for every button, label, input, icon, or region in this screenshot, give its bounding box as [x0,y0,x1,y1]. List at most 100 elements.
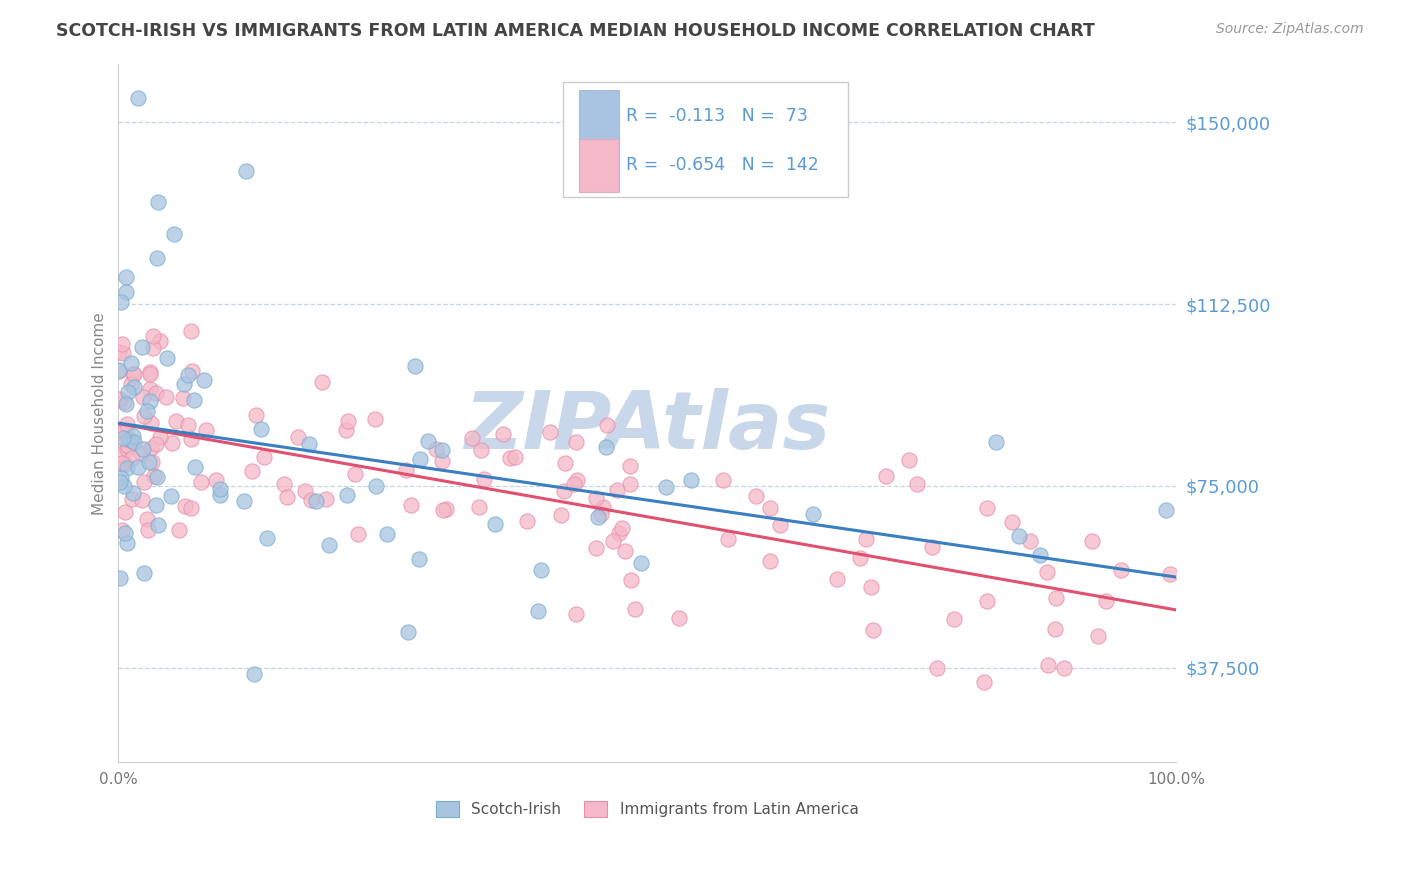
Point [136,523,159,537]
Point [134,475,156,490]
Point [134,566,156,580]
Point [1035,565,1057,579]
Legend: Scotch-Irish, Immigrants from Latin America: Scotch-Irish, Immigrants from Latin Amer… [429,793,866,824]
Point [139,382,162,396]
Point [606,483,628,497]
Point [396,624,419,639]
Point [139,367,162,381]
Point [305,494,328,508]
Point [859,580,882,594]
Point [1019,534,1042,549]
Point [897,453,920,467]
Point [769,517,792,532]
Point [586,510,609,524]
Point [156,351,179,365]
Point [235,163,257,178]
Point [205,473,228,487]
Point [233,493,256,508]
Point [110,571,132,585]
Point [148,194,170,209]
Point [122,435,145,450]
Text: ZIPAtlas: ZIPAtlas [464,388,831,467]
Point [180,324,202,338]
Point [585,491,607,506]
Point [425,442,447,456]
Point [115,417,138,431]
Point [163,227,186,241]
Point [112,423,135,437]
Point [623,602,645,616]
Y-axis label: Median Household Income: Median Household Income [93,312,107,515]
Point [430,454,453,468]
Point [190,475,212,490]
Point [612,521,634,535]
Point [145,437,167,451]
Point [250,422,273,436]
Point [111,456,134,470]
Point [146,517,169,532]
Point [343,467,366,482]
Point [336,414,359,428]
Point [117,439,139,453]
Point [484,516,506,531]
Point [142,329,165,343]
Point [492,426,515,441]
Point [567,473,589,487]
Point [141,455,163,469]
Point [717,532,740,546]
Point [499,450,522,465]
Point [127,460,149,475]
Point [849,550,872,565]
Point [108,475,131,489]
Point [1008,529,1031,543]
Point [399,498,422,512]
Point [825,572,848,586]
Point [1045,591,1067,606]
Text: SCOTCH-IRISH VS IMMIGRANTS FROM LATIN AMERICA MEDIAN HOUSEHOLD INCOME CORRELATIO: SCOTCH-IRISH VS IMMIGRANTS FROM LATIN AM… [56,22,1095,40]
FancyBboxPatch shape [579,90,619,143]
Point [253,450,276,465]
Point [115,397,138,411]
Point [139,394,162,409]
Point [619,477,641,491]
Point [122,368,145,382]
Point [136,404,159,418]
Point [114,457,136,471]
Point [114,505,136,519]
Point [110,471,132,485]
Point [132,442,155,457]
Point [273,477,295,491]
Point [467,500,489,514]
Point [115,535,138,549]
Point [318,538,340,552]
Point [108,447,131,461]
Point [110,423,132,437]
Point [529,563,551,577]
Point [409,451,432,466]
Point [602,533,624,548]
Point [114,526,136,541]
Point [242,667,264,681]
Point [120,356,142,370]
Point [855,532,877,546]
Point [115,442,138,457]
Point [167,523,190,537]
FancyBboxPatch shape [579,139,619,192]
Point [240,464,263,478]
Point [620,573,643,587]
Point [256,531,278,545]
Point [430,443,453,458]
Point [146,470,169,484]
Point [550,508,572,522]
Point [180,501,202,516]
Point [122,486,145,500]
Point [335,423,357,437]
Point [146,251,169,265]
Point [408,551,430,566]
Point [474,472,496,486]
Point [117,432,139,446]
Point [416,434,439,448]
Point [245,408,267,422]
Point [607,526,630,541]
Point [139,365,162,379]
